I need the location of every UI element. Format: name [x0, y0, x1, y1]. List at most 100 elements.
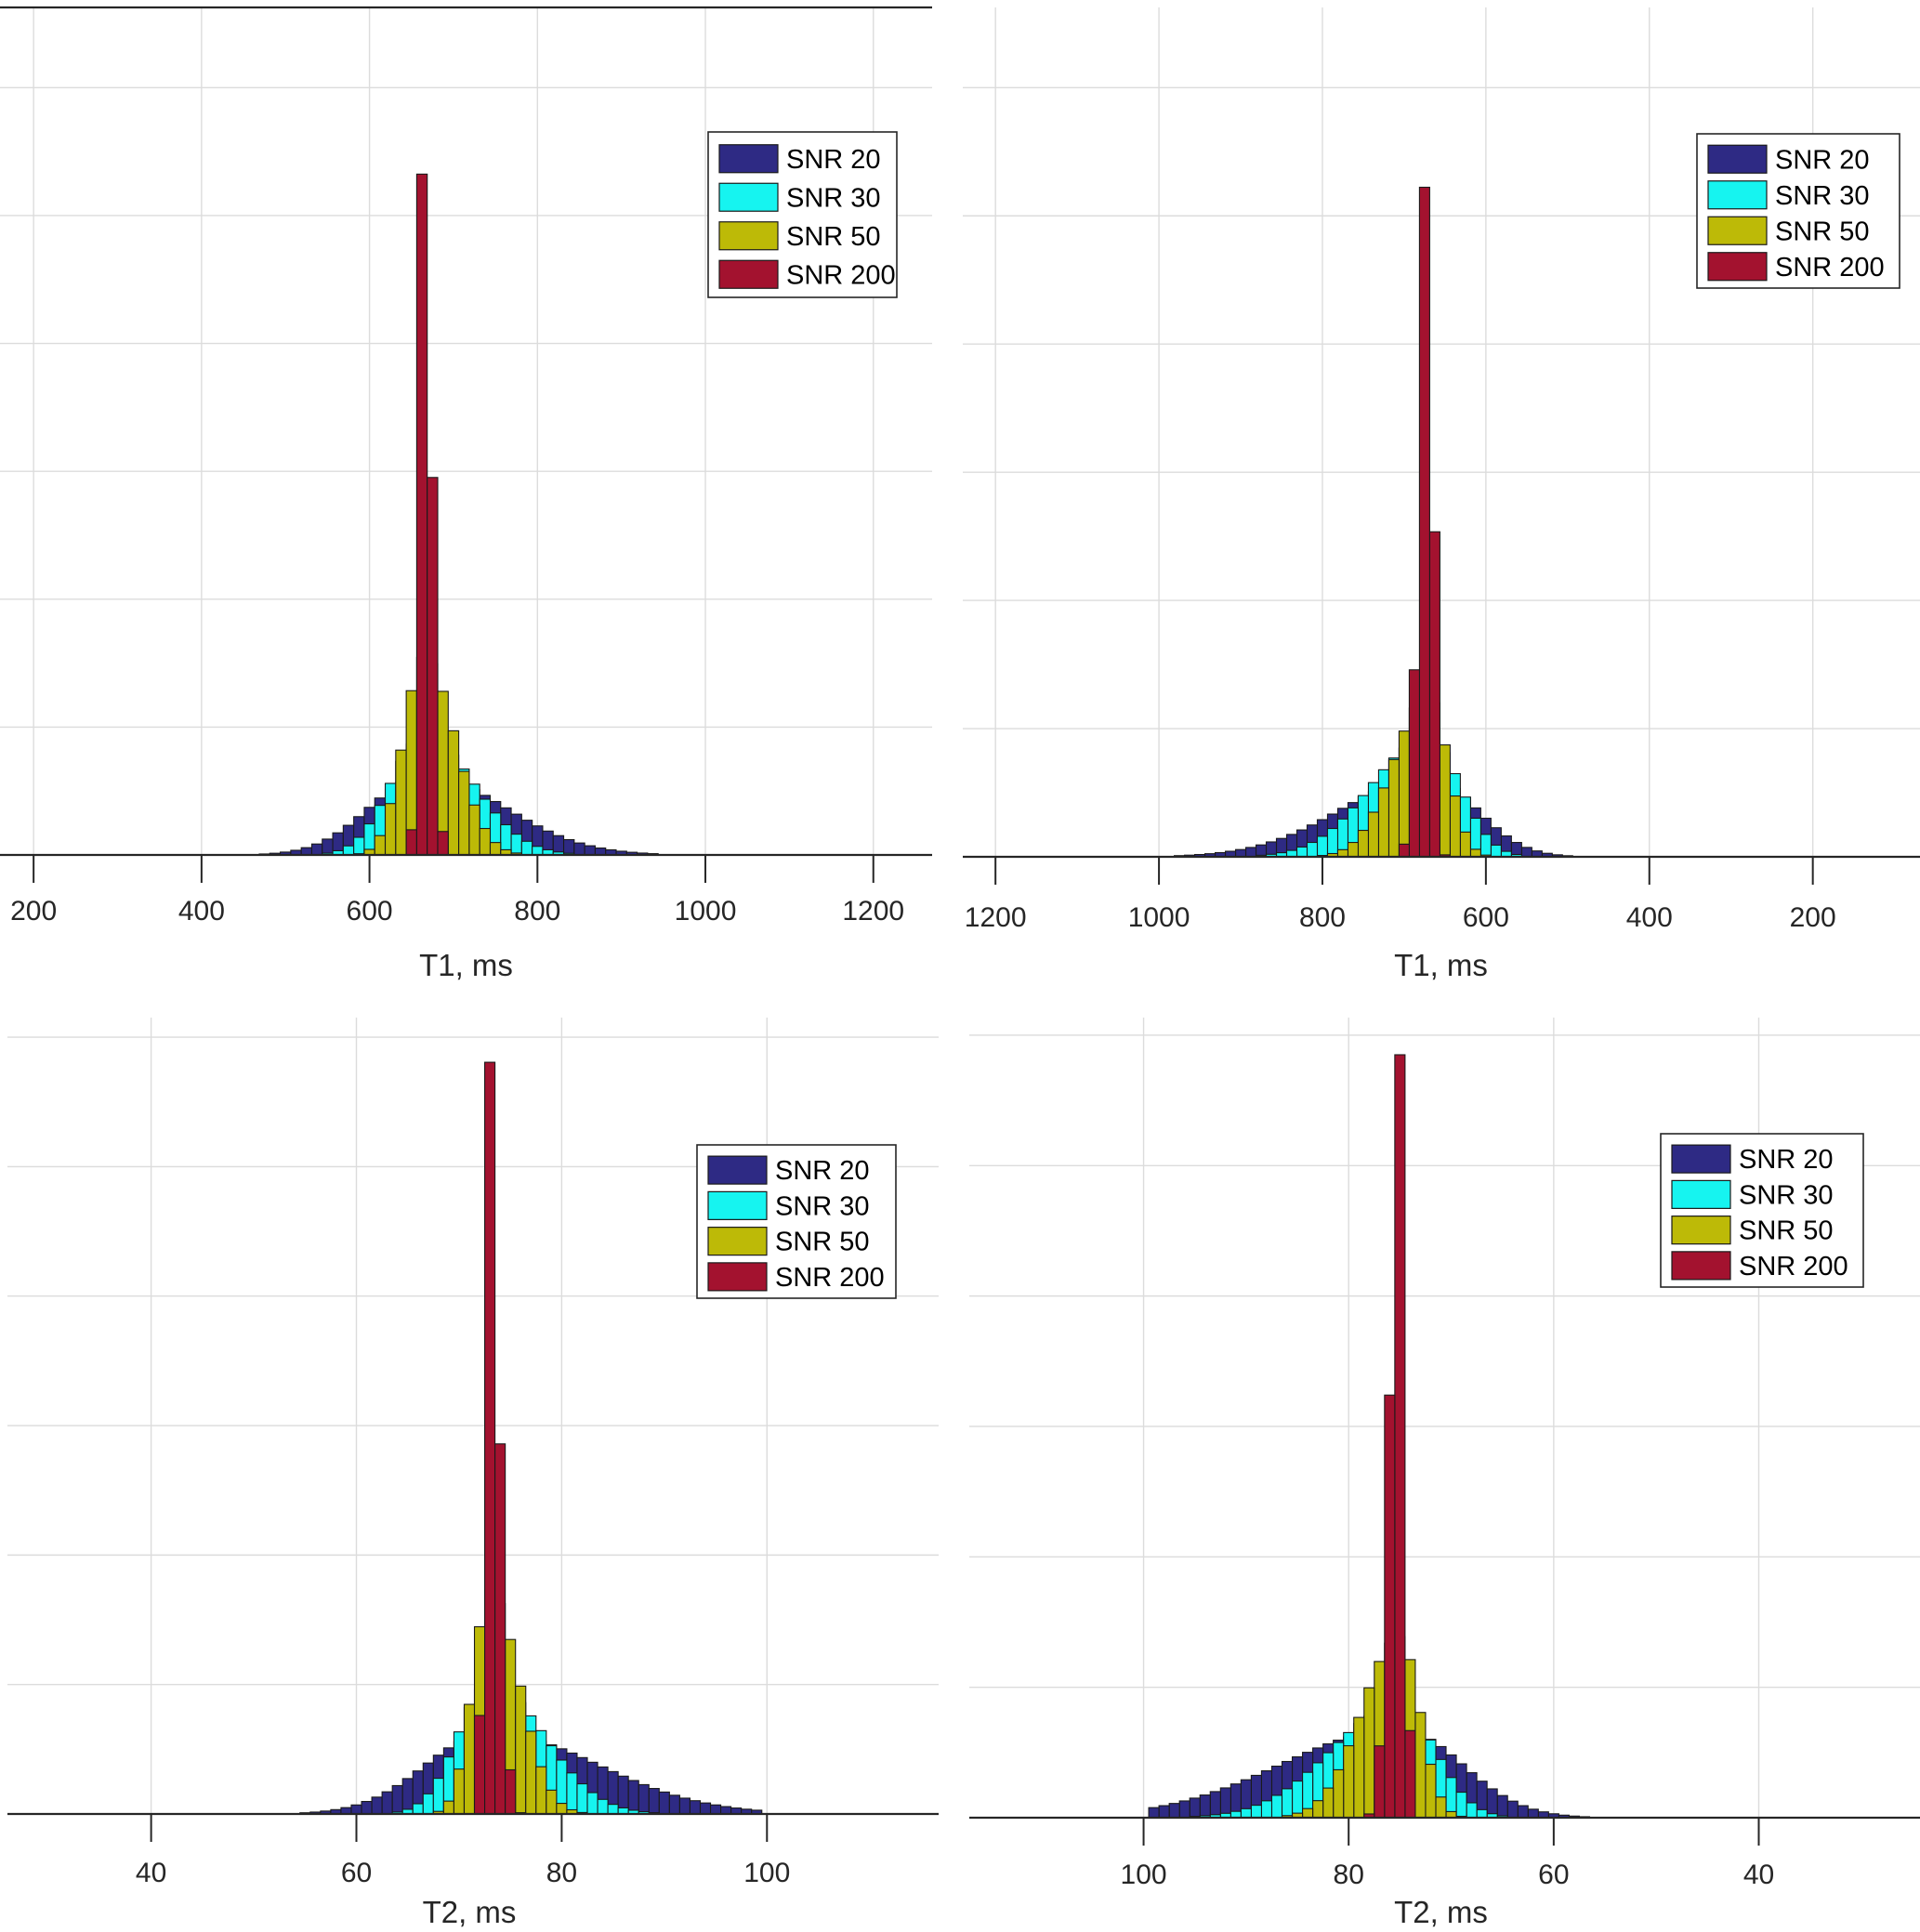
legend: SNR 20 SNR 30 SNR 50 SNR 200: [1660, 1133, 1864, 1288]
bar-snr50: [1469, 848, 1481, 858]
bar-snr20: [1520, 847, 1532, 858]
panel-top-left: 200 400 600 800 1000 1200 T1, ms SNR 20 SNR 30 SN…: [0, 0, 932, 1013]
bar-snr30: [566, 1772, 578, 1815]
histogram-t2-bottom-right: 100 80 60 40 T2, ms SNR 20 SNR 30 SNR 50 SNR 200: [969, 1018, 1920, 1929]
legend-swatch-snr30: [707, 1190, 768, 1220]
panel-bottom-right: 100 80 60 40 T2, ms SNR 20 SNR 30 SNR 50 SNR 200: [962, 1018, 1920, 1932]
bar-snr20: [1234, 848, 1247, 858]
x-tick-label: 600: [347, 896, 393, 927]
bar-snr20: [1517, 1805, 1529, 1819]
bar-snr50: [395, 749, 407, 856]
x-axis-label: T1, ms: [419, 948, 513, 982]
bar-snr50: [453, 1768, 466, 1815]
legend-label-snr200: SNR 200: [1775, 253, 1885, 283]
bar-snr20: [300, 847, 313, 856]
bar-snr30: [1316, 835, 1329, 858]
legend-label-snr50: SNR 50: [1739, 1216, 1834, 1246]
bar-snr50: [442, 1800, 454, 1815]
x-tick-label: 40: [1743, 1860, 1774, 1890]
x-tick-label: 800: [514, 896, 560, 927]
bar-snr20: [1244, 847, 1257, 858]
bar-snr50: [489, 842, 502, 856]
legend-swatch-snr50: [718, 221, 779, 251]
bar-snr20: [699, 1802, 712, 1815]
bar-snr50: [556, 1803, 568, 1815]
bar-snr50: [1398, 730, 1410, 858]
bar-snr20: [658, 1791, 670, 1815]
bar-snr50: [468, 804, 480, 856]
bar-snr30: [1240, 1807, 1252, 1819]
legend-label-snr30: SNR 30: [775, 1191, 870, 1221]
legend-swatch-snr200: [707, 1262, 768, 1292]
bar-snr200: [437, 831, 449, 856]
bar-snr30: [510, 834, 522, 856]
x-tick-label: 1200: [842, 896, 904, 927]
bar-snr50: [546, 1789, 558, 1815]
bar-snr20: [1178, 1800, 1190, 1819]
bar-snr50: [1322, 1787, 1335, 1819]
x-tick-label: 200: [1790, 902, 1836, 933]
bar-snr30: [576, 1782, 588, 1815]
bar-snr50: [437, 690, 449, 856]
bar-snr200: [405, 829, 417, 856]
legend-swatch-snr200: [1671, 1251, 1731, 1281]
bar-snr30: [1490, 844, 1502, 858]
bar-snr30: [597, 1798, 609, 1815]
panel-top-right: 1200 1000 800 600 400 200 T1, ms SNR 20 SNR 30 SN…: [962, 0, 1920, 1013]
x-tick-label: 1000: [675, 896, 737, 927]
bar-snr20: [584, 845, 596, 856]
bar-snr30: [1479, 834, 1492, 858]
x-axis-label: T2, ms: [1394, 1895, 1488, 1929]
bar-snr20: [322, 838, 334, 856]
bar-snr200: [494, 1443, 506, 1815]
x-tick-label: 400: [178, 896, 225, 927]
legend-label-snr20: SNR 20: [786, 145, 881, 175]
legend-label-snr30: SNR 30: [1739, 1180, 1834, 1210]
bar-snr50: [479, 827, 492, 856]
x-tick-label: 100: [1121, 1860, 1167, 1890]
legend-label-snr20: SNR 20: [775, 1156, 870, 1186]
x-tick-label: 200: [10, 896, 57, 927]
bar-snr50: [1347, 841, 1359, 858]
bar-snr20: [1506, 1800, 1519, 1819]
bar-snr20: [381, 1791, 393, 1815]
bar-snr20: [1496, 1794, 1508, 1819]
bar-snr200: [1384, 1394, 1396, 1819]
legend-label-snr200: SNR 200: [786, 260, 896, 290]
bar-snr30: [1466, 1802, 1478, 1819]
bar-snr20: [709, 1804, 722, 1815]
legend: SNR 20 SNR 30 SNR 50 SNR 200: [696, 1144, 897, 1299]
legend-label-snr50: SNR 50: [786, 222, 881, 252]
bar-snr30: [353, 836, 365, 856]
bar-snr50: [1367, 811, 1379, 858]
bar-snr20: [562, 838, 575, 856]
bar-snr30: [1455, 1792, 1467, 1819]
legend-swatch-snr200: [718, 259, 779, 289]
legend-label-snr200: SNR 200: [775, 1263, 885, 1293]
bar-snr20: [1527, 1808, 1539, 1819]
bar-snr200: [1374, 1745, 1386, 1819]
bar-snr20: [1189, 1797, 1201, 1819]
bar-snr50: [1377, 787, 1389, 858]
legend-swatch-snr200: [1707, 252, 1768, 282]
bar-snr20: [350, 1804, 362, 1815]
bar-snr20: [638, 1783, 650, 1815]
bar-snr20: [1168, 1803, 1180, 1819]
bar-snr30: [1291, 1781, 1304, 1819]
bar-snr30: [412, 1803, 424, 1815]
legend-swatch-snr50: [707, 1227, 768, 1256]
x-tick-label: 100: [743, 1858, 790, 1888]
bar-snr30: [1250, 1805, 1262, 1819]
x-tick-label: 600: [1463, 902, 1509, 933]
bar-snr50: [1459, 831, 1471, 858]
bar-snr20: [573, 842, 585, 856]
bar-snr50: [1425, 1763, 1437, 1819]
bar-snr50: [447, 729, 460, 856]
x-tick-label: 40: [136, 1858, 166, 1888]
legend-swatch-snr30: [1671, 1179, 1731, 1209]
bar-snr20: [391, 1784, 403, 1815]
histogram-t2-bottom-left: 40 60 80 100 T2, ms SNR 20 SNR 30 SNR 50 SNR 200: [7, 1018, 939, 1929]
legend-label-snr50: SNR 50: [775, 1228, 870, 1257]
x-tick-label: 60: [341, 1858, 372, 1888]
